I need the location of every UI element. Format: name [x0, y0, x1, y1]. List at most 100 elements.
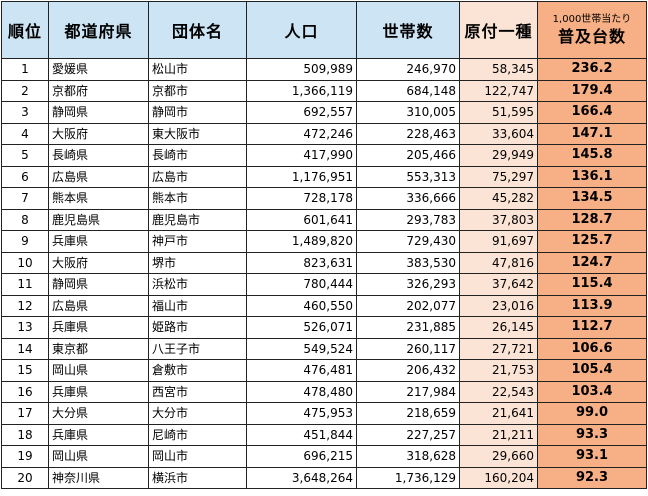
cell-prefecture: 兵庫県	[48, 380, 149, 403]
cell-prefecture: 大分県	[48, 402, 149, 425]
cell-population: 549,524	[246, 337, 357, 360]
header-rate-label: 普及台数	[557, 26, 626, 46]
cell-rate: 124.7	[537, 251, 647, 274]
cell-moped: 37,642	[459, 273, 538, 296]
cell-prefecture: 京都府	[48, 79, 149, 102]
cell-moped: 51,595	[459, 101, 538, 124]
cell-households: 729,430	[356, 230, 460, 253]
cell-rank: 10	[1, 251, 49, 274]
cell-households: 217,984	[356, 380, 460, 403]
cell-city: 鹿児島市	[148, 208, 247, 231]
cell-population: 780,444	[246, 273, 357, 296]
cell-moped: 91,697	[459, 230, 538, 253]
header-prefecture: 都道府県	[48, 1, 149, 59]
table-row: 8 鹿児島県 鹿児島市 601,641 293,783 37,803 128.7	[1, 208, 647, 231]
cell-households: 336,666	[356, 187, 460, 210]
cell-rate: 92.3	[537, 466, 647, 489]
cell-prefecture: 熊本県	[48, 187, 149, 210]
cell-moped: 27,721	[459, 337, 538, 360]
cell-city: 堺市	[148, 251, 247, 274]
cell-households: 293,783	[356, 208, 460, 231]
cell-rank: 12	[1, 294, 49, 317]
cell-prefecture: 広島県	[48, 294, 149, 317]
cell-moped: 23,016	[459, 294, 538, 317]
cell-city: 静岡市	[148, 101, 247, 124]
cell-rank: 11	[1, 273, 49, 296]
cell-population: 417,990	[246, 144, 357, 167]
cell-prefecture: 愛媛県	[48, 58, 149, 81]
cell-rank: 1	[1, 58, 49, 81]
cell-households: 202,077	[356, 294, 460, 317]
cell-households: 227,257	[356, 423, 460, 446]
cell-moped: 122,747	[459, 79, 538, 102]
cell-population: 601,641	[246, 208, 357, 231]
cell-households: 326,293	[356, 273, 460, 296]
cell-households: 383,530	[356, 251, 460, 274]
header-rate: 1,000世帯当たり 普及台数	[537, 1, 647, 59]
table-row: 18 兵庫県 尼崎市 451,844 227,257 21,211 93.3	[1, 423, 647, 446]
cell-households: 318,628	[356, 445, 460, 468]
header-households: 世帯数	[356, 1, 460, 59]
cell-population: 526,071	[246, 316, 357, 339]
cell-rate: 134.5	[537, 187, 647, 210]
table-row: 6 広島県 広島市 1,176,951 553,313 75,297 136.1	[1, 165, 647, 188]
cell-rate: 136.1	[537, 165, 647, 188]
cell-rank: 4	[1, 122, 49, 145]
cell-rank: 6	[1, 165, 49, 188]
table-row: 20 神奈川県 横浜市 3,648,264 1,736,129 160,204 92.3	[1, 466, 647, 489]
header-row: 順位 都道府県 団体名 人口 世帯数 原付一種 1,000世帯当たり 普及台数	[1, 1, 647, 59]
cell-households: 310,005	[356, 101, 460, 124]
cell-population: 509,989	[246, 58, 357, 81]
table-row: 3 静岡県 静岡市 692,557 310,005 51,595 166.4	[1, 101, 647, 124]
cell-rank: 5	[1, 144, 49, 167]
cell-city: 京都市	[148, 79, 247, 102]
cell-prefecture: 兵庫県	[48, 230, 149, 253]
cell-households: 260,117	[356, 337, 460, 360]
cell-population: 475,953	[246, 402, 357, 425]
cell-population: 478,480	[246, 380, 357, 403]
cell-prefecture: 兵庫県	[48, 316, 149, 339]
cell-rate: 115.4	[537, 273, 647, 296]
cell-population: 696,215	[246, 445, 357, 468]
cell-population: 476,481	[246, 359, 357, 382]
cell-rate: 106.6	[537, 337, 647, 360]
table-row: 4 大阪府 東大阪市 472,246 228,463 33,604 147.1	[1, 122, 647, 145]
cell-rank: 7	[1, 187, 49, 210]
cell-moped: 58,345	[459, 58, 538, 81]
cell-rate: 93.3	[537, 423, 647, 446]
cell-moped: 26,145	[459, 316, 538, 339]
cell-households: 231,885	[356, 316, 460, 339]
header-rate-unit: 1,000世帯当たり	[552, 13, 632, 25]
cell-population: 692,557	[246, 101, 357, 124]
table-row: 7 熊本県 熊本市 728,178 336,666 45,282 134.5	[1, 187, 647, 210]
cell-rate: 99.0	[537, 402, 647, 425]
cell-rate: 179.4	[537, 79, 647, 102]
table-row: 19 岡山県 岡山市 696,215 318,628 29,660 93.1	[1, 445, 647, 468]
cell-prefecture: 広島県	[48, 165, 149, 188]
table-row: 1 愛媛県 松山市 509,989 246,970 58,345 236.2	[1, 58, 647, 81]
cell-city: 大分市	[148, 402, 247, 425]
table-row: 10 大阪府 堺市 823,631 383,530 47,816 124.7	[1, 251, 647, 274]
cell-city: 倉敷市	[148, 359, 247, 382]
header-rank: 順位	[1, 1, 49, 59]
cell-moped: 29,660	[459, 445, 538, 468]
cell-prefecture: 静岡県	[48, 101, 149, 124]
cell-population: 451,844	[246, 423, 357, 446]
cell-rate: 93.1	[537, 445, 647, 468]
cell-households: 684,148	[356, 79, 460, 102]
cell-rank: 8	[1, 208, 49, 231]
header-moped: 原付一種	[459, 1, 538, 59]
cell-moped: 21,211	[459, 423, 538, 446]
cell-rank: 2	[1, 79, 49, 102]
cell-population: 460,550	[246, 294, 357, 317]
cell-population: 823,631	[246, 251, 357, 274]
table-row: 14 東京都 八王子市 549,524 260,117 27,721 106.6	[1, 337, 647, 360]
cell-moped: 21,753	[459, 359, 538, 382]
cell-rate: 103.4	[537, 380, 647, 403]
cell-population: 728,178	[246, 187, 357, 210]
table-row: 12 広島県 福山市 460,550 202,077 23,016 113.9	[1, 294, 647, 317]
cell-rank: 15	[1, 359, 49, 382]
cell-rank: 20	[1, 466, 49, 489]
table-body: 1 愛媛県 松山市 509,989 246,970 58,345 236.2 2 京都府 京都市 1…	[1, 58, 647, 489]
